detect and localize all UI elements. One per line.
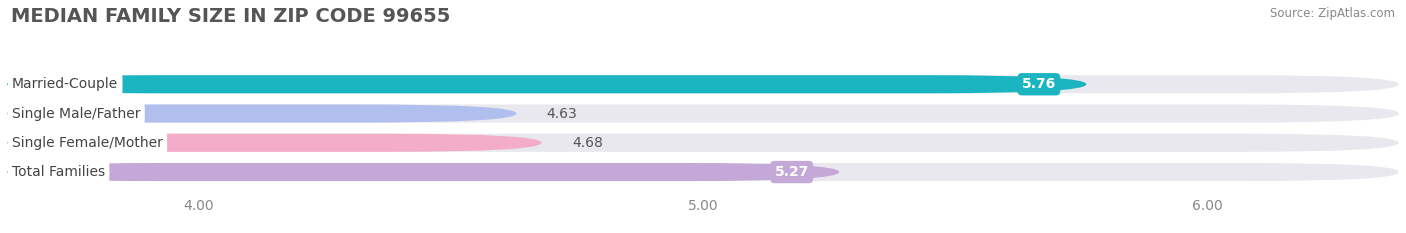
Text: Source: ZipAtlas.com: Source: ZipAtlas.com [1270,7,1395,20]
Text: Single Male/Father: Single Male/Father [13,106,141,120]
FancyBboxPatch shape [7,163,1399,181]
Text: Married-Couple: Married-Couple [13,77,118,91]
Text: Single Female/Mother: Single Female/Mother [13,136,163,150]
Text: 5.27: 5.27 [775,165,808,179]
FancyBboxPatch shape [7,134,1399,152]
FancyBboxPatch shape [7,104,516,123]
Text: 4.63: 4.63 [547,106,578,120]
FancyBboxPatch shape [7,75,1087,93]
Text: Total Families: Total Families [13,165,105,179]
Text: MEDIAN FAMILY SIZE IN ZIP CODE 99655: MEDIAN FAMILY SIZE IN ZIP CODE 99655 [11,7,450,26]
FancyBboxPatch shape [7,163,839,181]
FancyBboxPatch shape [7,134,541,152]
FancyBboxPatch shape [7,75,1399,93]
FancyBboxPatch shape [7,104,1399,123]
Text: 5.76: 5.76 [1022,77,1056,91]
Text: 4.68: 4.68 [572,136,603,150]
